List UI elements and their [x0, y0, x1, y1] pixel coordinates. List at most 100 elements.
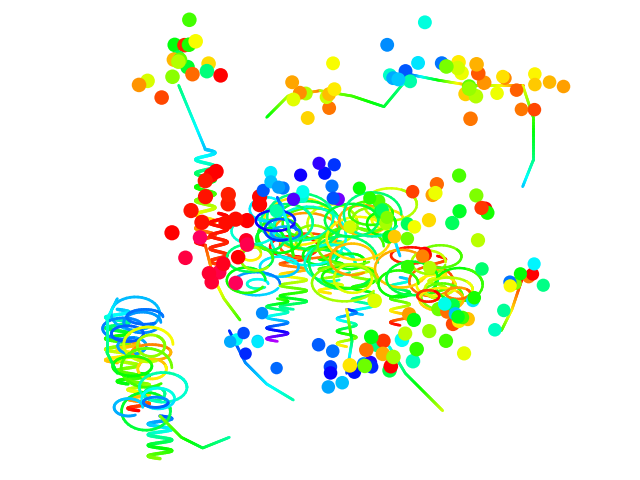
Point [184, 16, 195, 24]
Point [143, 77, 153, 84]
Point [157, 94, 167, 101]
Point [378, 337, 388, 345]
Point [441, 63, 451, 71]
Point [327, 182, 337, 190]
Point [345, 361, 355, 369]
Point [255, 201, 265, 208]
Point [369, 297, 380, 304]
Point [433, 305, 444, 313]
Point [453, 313, 463, 321]
Point [271, 364, 282, 372]
Point [413, 59, 423, 67]
Point [559, 83, 569, 90]
Point [223, 191, 234, 198]
Point [175, 56, 185, 63]
Point [375, 208, 385, 216]
Point [287, 78, 297, 86]
Point [195, 234, 205, 241]
Point [460, 90, 470, 98]
Point [298, 188, 308, 195]
Point [239, 329, 249, 337]
Point [349, 368, 360, 376]
Point [266, 168, 276, 176]
Point [173, 58, 184, 65]
Point [397, 336, 407, 344]
Point [412, 345, 422, 353]
Point [328, 60, 338, 67]
Point [428, 191, 438, 199]
Point [483, 209, 493, 216]
Point [401, 67, 411, 75]
Point [527, 270, 538, 278]
Point [258, 187, 268, 194]
Point [529, 260, 540, 268]
Point [257, 309, 268, 317]
Point [230, 279, 241, 287]
Point [169, 56, 179, 63]
Point [323, 383, 333, 391]
Point [366, 333, 376, 341]
Point [367, 363, 377, 371]
Point [329, 85, 339, 93]
Point [389, 233, 399, 240]
Point [453, 59, 463, 66]
Point [515, 270, 525, 277]
Point [424, 216, 434, 224]
Point [206, 171, 216, 179]
Point [545, 78, 555, 86]
Point [200, 193, 211, 201]
Point [241, 350, 251, 358]
Point [196, 218, 207, 226]
Point [288, 96, 298, 103]
Point [301, 90, 311, 97]
Point [440, 300, 450, 308]
Point [266, 178, 276, 186]
Point [424, 327, 435, 335]
Point [325, 363, 335, 371]
Point [500, 74, 510, 82]
Point [271, 207, 282, 215]
Point [337, 379, 348, 386]
Point [447, 219, 458, 227]
Point [403, 220, 413, 228]
Point [241, 237, 252, 244]
Point [505, 278, 515, 286]
Point [511, 86, 522, 94]
Point [182, 63, 193, 71]
Point [471, 192, 481, 199]
Point [408, 357, 418, 365]
Point [204, 60, 214, 68]
Point [516, 106, 527, 113]
Point [386, 362, 396, 370]
Point [242, 241, 252, 249]
Point [490, 326, 500, 334]
Point [465, 115, 476, 122]
Point [498, 73, 508, 81]
Point [420, 19, 430, 26]
Point [329, 161, 339, 168]
Point [354, 184, 364, 192]
Point [230, 216, 241, 223]
Point [296, 171, 306, 179]
Point [273, 183, 284, 191]
Point [463, 315, 473, 323]
Point [207, 278, 217, 286]
Point [179, 41, 189, 49]
Point [186, 207, 196, 215]
Point [432, 180, 442, 188]
Point [253, 337, 263, 345]
Point [480, 205, 490, 213]
Point [499, 307, 509, 314]
Point [328, 194, 339, 202]
Point [191, 37, 201, 45]
Point [476, 204, 486, 212]
Point [326, 369, 336, 377]
Point [184, 41, 194, 48]
Point [173, 54, 183, 61]
Point [333, 195, 344, 203]
Point [403, 263, 413, 270]
Point [361, 346, 371, 354]
Point [529, 106, 540, 113]
Point [242, 217, 252, 225]
Point [454, 317, 464, 325]
